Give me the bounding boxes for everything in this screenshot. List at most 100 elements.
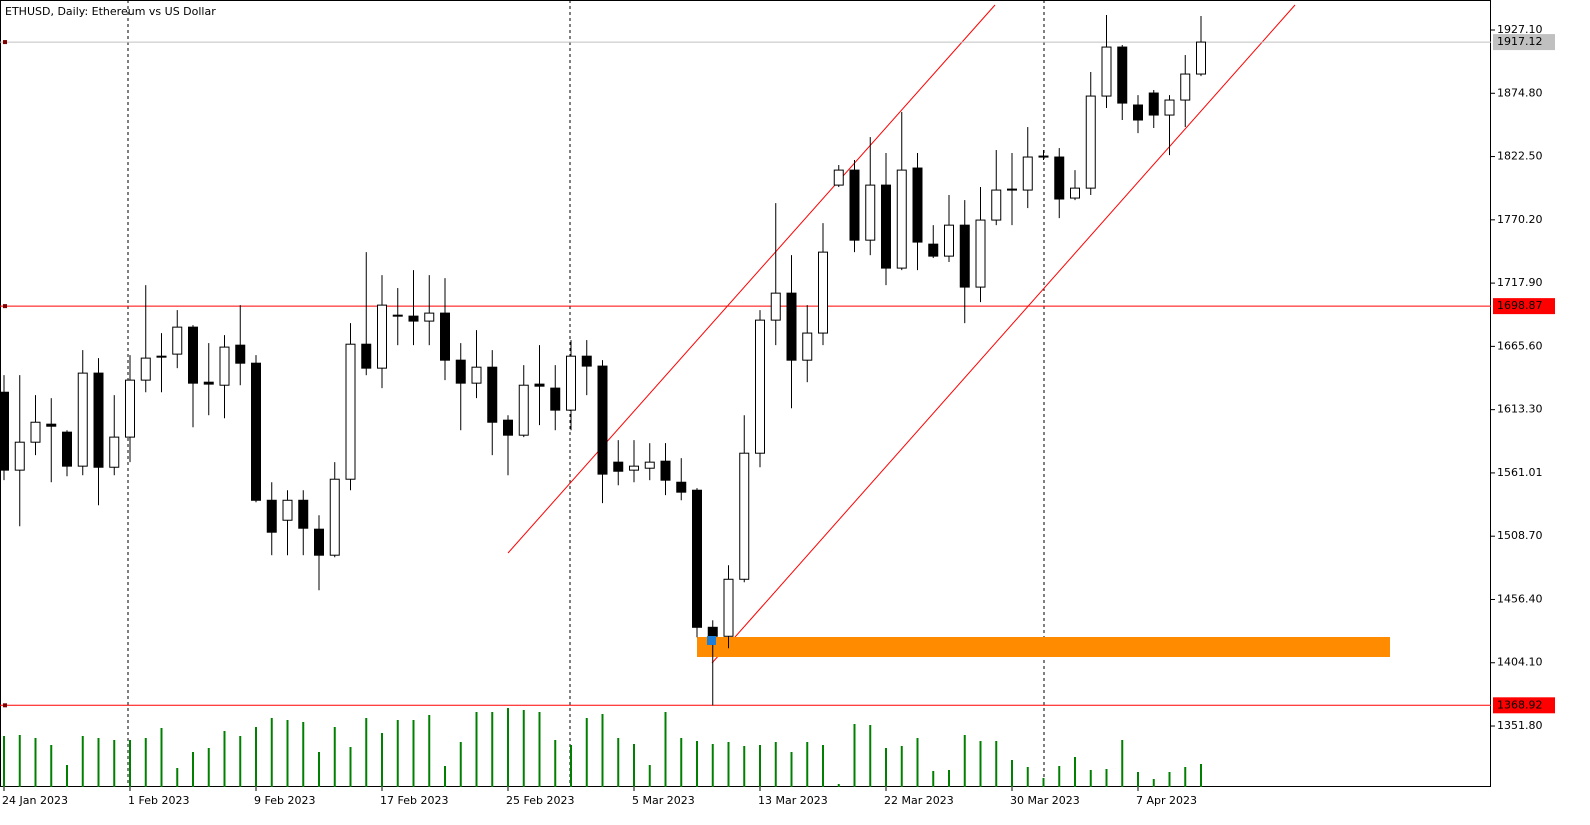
candle-body xyxy=(251,362,261,501)
candle-body xyxy=(1148,92,1159,116)
candle-body xyxy=(1007,188,1017,191)
candle-body xyxy=(471,366,482,384)
candle-body xyxy=(392,314,403,317)
x-tick-label: 22 Mar 2023 xyxy=(884,794,954,807)
price-level-label: 1917.12 xyxy=(1497,35,1543,48)
candle-body xyxy=(644,461,655,469)
channel-line xyxy=(711,4,1296,664)
y-tick-label: 1874.80 xyxy=(1497,86,1543,99)
candle-body xyxy=(581,355,592,367)
candle-body xyxy=(518,384,529,436)
candle-body xyxy=(424,312,435,322)
candle-body xyxy=(408,315,419,322)
price-level-tag xyxy=(1493,298,1555,315)
channel-line xyxy=(507,4,996,554)
candle-body xyxy=(928,243,939,257)
candle-body xyxy=(802,332,813,361)
y-tick-label: 1927.10 xyxy=(1497,23,1543,36)
candle-body xyxy=(298,499,309,529)
candle-body xyxy=(991,189,1002,221)
candle-body xyxy=(219,346,230,386)
candle-body xyxy=(314,528,324,556)
candle-body xyxy=(723,578,734,637)
marker xyxy=(707,636,716,645)
y-tick-label: 1404.10 xyxy=(1497,656,1543,669)
candle-body xyxy=(597,365,608,475)
candle-body xyxy=(203,381,214,385)
candle-body xyxy=(1022,156,1033,191)
candle-body xyxy=(692,489,702,628)
candle-body xyxy=(282,499,293,521)
candle-body xyxy=(77,372,88,467)
candle-body xyxy=(46,423,57,427)
candle-body xyxy=(487,366,498,423)
y-tick-label: 1822.50 xyxy=(1497,150,1543,163)
y-tick-label: 1717.90 xyxy=(1497,276,1543,289)
price-level-label: 1698.87 xyxy=(1497,299,1543,312)
candle-body xyxy=(629,465,639,471)
candle-body xyxy=(534,383,545,387)
chart-title: ETHUSD, Daily: Ethereum vs US Dollar xyxy=(5,5,216,18)
candle-body xyxy=(361,343,372,369)
candle-body xyxy=(172,326,183,355)
candle-body xyxy=(62,431,72,467)
candle-body xyxy=(377,304,387,369)
candle-body xyxy=(613,461,624,472)
x-tick-label: 25 Feb 2023 xyxy=(506,794,574,807)
drawings xyxy=(507,4,1390,664)
y-tick-label: 1770.20 xyxy=(1497,213,1543,226)
candle-body xyxy=(786,292,797,361)
candle-body xyxy=(755,319,765,454)
candle-body xyxy=(188,326,198,384)
candle-body xyxy=(1070,187,1080,199)
candle-body xyxy=(1054,156,1065,200)
price-level-tag xyxy=(1493,34,1555,51)
candle-body xyxy=(959,224,970,288)
candle-body xyxy=(14,441,25,471)
candle-body xyxy=(660,460,671,481)
x-tick-label: 7 Apr 2023 xyxy=(1136,794,1197,807)
candle-body xyxy=(125,379,135,438)
zone xyxy=(697,637,1390,657)
candle-body xyxy=(833,169,844,186)
candle-body xyxy=(881,184,891,269)
candle-body xyxy=(1164,99,1175,116)
candle-body xyxy=(566,355,576,411)
candle-body xyxy=(156,355,167,358)
candle-body xyxy=(455,359,466,384)
price-level-marker xyxy=(3,304,7,309)
candle-body xyxy=(329,478,340,556)
candle-body xyxy=(0,391,9,471)
candle-body xyxy=(912,167,923,243)
y-tick-label: 1456.40 xyxy=(1497,592,1543,605)
candle-body xyxy=(1085,95,1096,189)
candle-body xyxy=(849,169,860,241)
x-tick-label: 13 Mar 2023 xyxy=(758,794,828,807)
candle-body xyxy=(550,387,561,411)
candle-body xyxy=(739,452,750,580)
y-tick-label: 1613.30 xyxy=(1497,403,1543,416)
x-tick-label: 1 Feb 2023 xyxy=(128,794,189,807)
candle-body xyxy=(345,343,356,480)
y-tick-label: 1351.80 xyxy=(1497,719,1543,732)
candle-body xyxy=(440,312,450,361)
candle-body xyxy=(1196,41,1206,75)
candle-body xyxy=(30,421,41,443)
candle-body xyxy=(503,419,513,436)
x-tick-label: 9 Feb 2023 xyxy=(254,794,315,807)
candle-body xyxy=(1101,46,1112,97)
price-level-marker xyxy=(3,703,7,708)
y-tick-label: 1561.01 xyxy=(1497,466,1543,479)
candle-body xyxy=(93,372,104,468)
candle-body xyxy=(975,219,986,288)
candle-body xyxy=(676,481,687,493)
candle-body xyxy=(140,357,151,381)
candle-body xyxy=(707,626,718,637)
candle-body xyxy=(944,224,954,257)
candle-body xyxy=(818,251,828,334)
x-tick-label: 30 Mar 2023 xyxy=(1010,794,1080,807)
candle-body xyxy=(266,499,277,533)
price-level-marker xyxy=(3,40,7,45)
candle-body xyxy=(1180,73,1191,101)
